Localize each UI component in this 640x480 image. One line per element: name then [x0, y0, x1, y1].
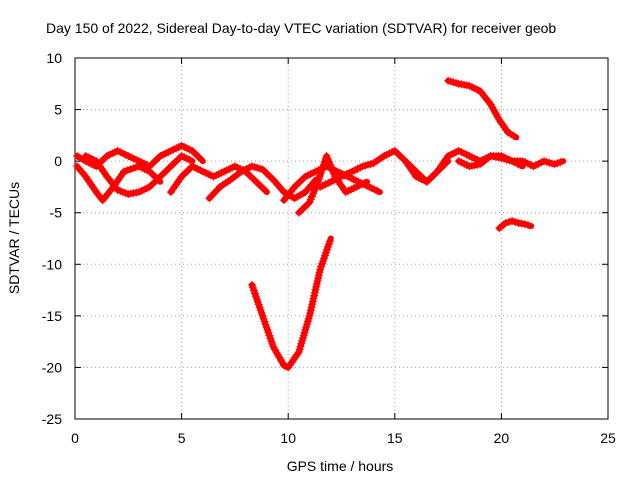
x-tick-label: 20	[494, 430, 510, 446]
y-tick-label: -25	[42, 411, 62, 427]
series-markers	[248, 237, 334, 372]
series-markers	[205, 162, 318, 203]
y-tick-label: -20	[42, 359, 62, 375]
series-arc-5	[205, 162, 319, 203]
chart-title: Day 150 of 2022, Sidereal Day-to-day VTE…	[46, 20, 556, 36]
y-tick-label: -10	[42, 256, 62, 272]
y-axis-title: SDTVAR / TECUs	[6, 182, 22, 294]
series-layer	[73, 76, 567, 372]
series-arc-12	[444, 76, 520, 141]
series-markers	[73, 141, 205, 171]
x-tick-label: 25	[600, 430, 616, 446]
y-tick-label: 0	[54, 153, 62, 169]
y-tick-label: 5	[54, 102, 62, 118]
x-axis-ticks: 0 5 10 15 20 25	[71, 58, 616, 446]
x-tick-label: 10	[280, 430, 296, 446]
plot-frame	[74, 57, 609, 420]
series-band	[249, 235, 334, 371]
x-tick-label: 15	[387, 430, 403, 446]
series-arc-11	[454, 152, 526, 171]
grid-lines	[75, 58, 608, 419]
series-markers	[73, 162, 163, 205]
series-arc-2	[73, 162, 164, 205]
series-markers	[495, 217, 533, 233]
series-markers	[444, 76, 518, 140]
series-markers	[81, 152, 194, 199]
y-tick-label: -5	[50, 205, 63, 221]
x-tick-label: 5	[178, 430, 186, 446]
y-tick-label: -15	[42, 308, 62, 324]
series-arc-3	[81, 152, 196, 199]
y-axis-ticks: 10 5 0 -5 -10 -15 -20 -25	[42, 50, 608, 427]
series-arc-10	[401, 146, 567, 186]
x-tick-label: 0	[71, 430, 79, 446]
x-axis-title: GPS time / hours	[287, 458, 394, 474]
series-markers	[454, 152, 525, 171]
series-arc-6	[248, 235, 334, 372]
series-arc-13	[495, 217, 535, 233]
y-tick-label: 10	[46, 50, 62, 66]
